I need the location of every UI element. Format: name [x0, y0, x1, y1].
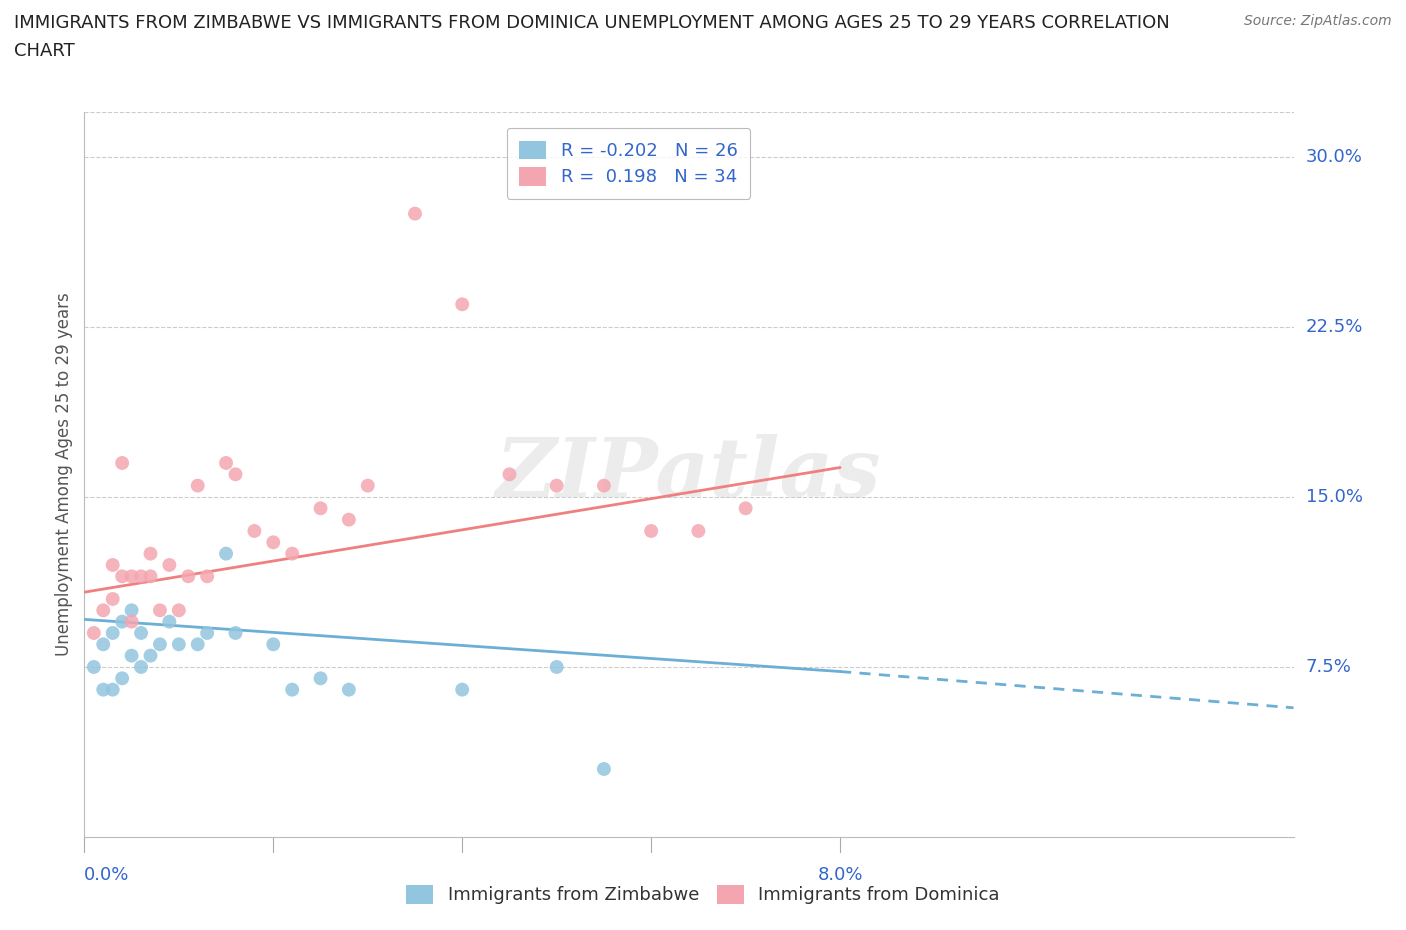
Text: 30.0%: 30.0%	[1306, 148, 1362, 166]
Point	[157, 614, 180, 629]
Point	[111, 456, 134, 471]
Point	[139, 546, 162, 561]
Point	[101, 683, 124, 698]
Point	[337, 512, 360, 527]
Point	[195, 569, 218, 584]
Point	[91, 683, 114, 698]
Text: 0.0%: 0.0%	[84, 866, 129, 884]
Point	[215, 456, 238, 471]
Point	[451, 297, 474, 312]
Point	[121, 569, 143, 584]
Point	[187, 478, 209, 493]
Point	[139, 648, 162, 663]
Point	[157, 558, 180, 573]
Text: 7.5%: 7.5%	[1306, 658, 1351, 676]
Point	[91, 637, 114, 652]
Point	[451, 683, 474, 698]
Point	[281, 546, 304, 561]
Point	[111, 671, 134, 685]
Point	[225, 626, 247, 641]
Point	[498, 467, 520, 482]
Point	[83, 659, 105, 674]
Point	[688, 524, 710, 538]
Text: CHART: CHART	[14, 42, 75, 60]
Point	[215, 546, 238, 561]
Y-axis label: Unemployment Among Ages 25 to 29 years: Unemployment Among Ages 25 to 29 years	[55, 292, 73, 657]
Point	[121, 614, 143, 629]
Point	[546, 478, 568, 493]
Text: 8.0%: 8.0%	[817, 866, 863, 884]
Point	[91, 603, 114, 618]
Point	[111, 569, 134, 584]
Point	[149, 603, 172, 618]
Point	[404, 206, 426, 221]
Point	[593, 478, 616, 493]
Point	[262, 535, 284, 550]
Point	[546, 659, 568, 674]
Legend: R = -0.202   N = 26, R =  0.198   N = 34: R = -0.202 N = 26, R = 0.198 N = 34	[506, 128, 751, 199]
Text: Source: ZipAtlas.com: Source: ZipAtlas.com	[1244, 14, 1392, 28]
Point	[149, 637, 172, 652]
Legend: Immigrants from Zimbabwe, Immigrants from Dominica: Immigrants from Zimbabwe, Immigrants fro…	[399, 878, 1007, 911]
Point	[640, 524, 662, 538]
Point	[734, 501, 756, 516]
Point	[83, 626, 105, 641]
Point	[139, 569, 162, 584]
Point	[121, 648, 143, 663]
Point	[101, 558, 124, 573]
Point	[129, 659, 152, 674]
Point	[593, 762, 616, 777]
Point	[357, 478, 380, 493]
Point	[167, 603, 190, 618]
Point	[129, 569, 152, 584]
Text: IMMIGRANTS FROM ZIMBABWE VS IMMIGRANTS FROM DOMINICA UNEMPLOYMENT AMONG AGES 25 : IMMIGRANTS FROM ZIMBABWE VS IMMIGRANTS F…	[14, 14, 1170, 32]
Point	[195, 626, 218, 641]
Point	[101, 626, 124, 641]
Point	[121, 603, 143, 618]
Point	[337, 683, 360, 698]
Point	[309, 671, 332, 685]
Point	[262, 637, 284, 652]
Text: 15.0%: 15.0%	[1306, 488, 1362, 506]
Point	[101, 591, 124, 606]
Text: ZIPatlas: ZIPatlas	[496, 434, 882, 514]
Point	[167, 637, 190, 652]
Point	[177, 569, 200, 584]
Point	[309, 501, 332, 516]
Text: 22.5%: 22.5%	[1306, 318, 1362, 336]
Point	[129, 626, 152, 641]
Point	[281, 683, 304, 698]
Point	[243, 524, 266, 538]
Point	[111, 614, 134, 629]
Point	[187, 637, 209, 652]
Point	[225, 467, 247, 482]
